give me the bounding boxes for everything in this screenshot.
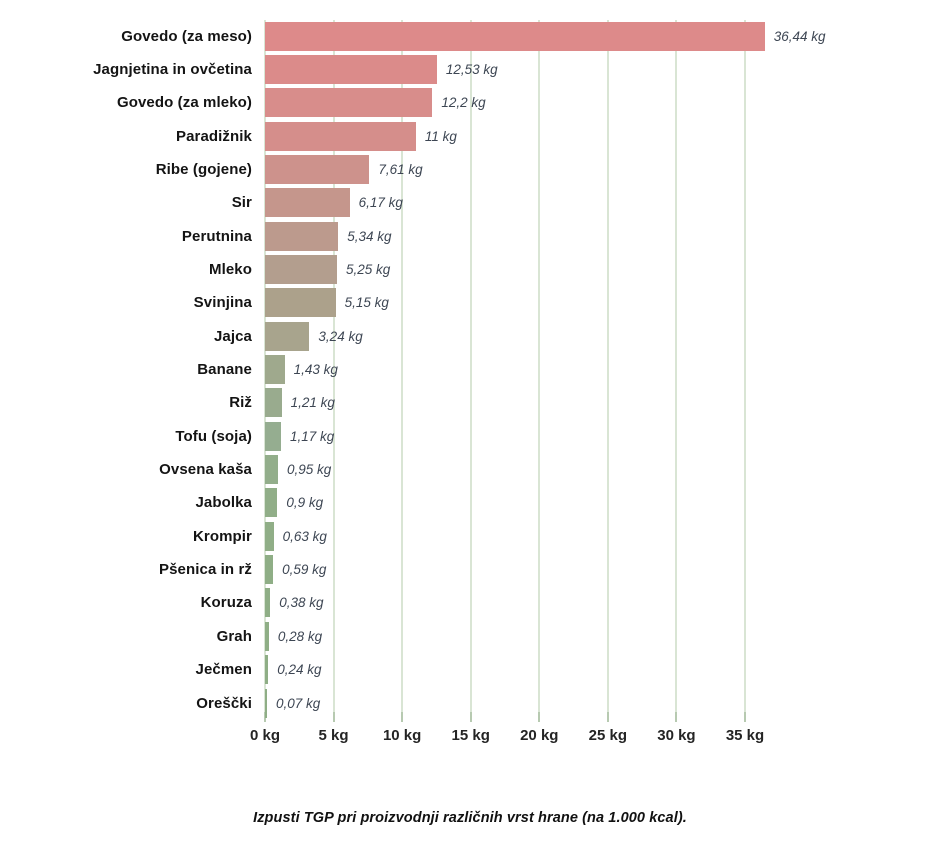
bar: [265, 521, 274, 551]
category-label: Govedo (za mleko): [116, 94, 252, 112]
bar: [265, 54, 437, 84]
value-label: 0,28 kg: [277, 628, 323, 644]
bar: [265, 288, 336, 318]
x-axis-tick-label: 5 kg: [318, 727, 349, 744]
bar: [265, 21, 765, 51]
value-label: 0,38 kg: [279, 595, 324, 611]
gridline-20kg: [538, 20, 541, 722]
category-label: Grah: [216, 627, 252, 645]
value-label: 5,25 kg: [346, 261, 391, 277]
bar: [265, 455, 279, 485]
category-label: Tofu (soja): [175, 427, 252, 445]
value-label: 0,07 kg: [276, 695, 321, 711]
category-label: Svinjina: [193, 294, 252, 312]
category-label: Ječmen: [195, 661, 252, 679]
x-axis-tick-label: 30 kg: [657, 727, 696, 744]
bar: [265, 188, 350, 218]
value-label: 5,34 kg: [347, 228, 392, 244]
gridline-35kg: [744, 20, 746, 722]
category-label: Jabolka: [195, 494, 252, 512]
bar-chart: Govedo (za meso) 36,44 kg Jagnjetina in ov…: [93, 20, 826, 744]
value-label: 0,24 kg: [277, 662, 322, 678]
value-label: 12,53 kg: [445, 61, 498, 77]
x-axis-tick-label: 15 kg: [451, 727, 490, 744]
bar: [265, 355, 285, 384]
category-label: Paradižnik: [175, 127, 252, 145]
category-label: Ovsena kaša: [159, 461, 252, 479]
bar: [265, 421, 282, 451]
axis-tick-5kg: [332, 712, 335, 722]
category-label: Koruza: [200, 594, 252, 612]
value-label: 7,61 kg: [378, 161, 423, 177]
category-label: Mleko: [208, 260, 252, 278]
category-label: Pšenica in rž: [158, 561, 252, 579]
axis-tick-15kg: [469, 712, 472, 722]
value-label: 3,24 kg: [318, 328, 363, 344]
axis-tick-10kg: [401, 712, 404, 722]
bar: [265, 154, 370, 184]
value-label: 0,95 kg: [287, 462, 332, 478]
x-axis-tick-label: 20 kg: [520, 727, 559, 744]
category-label: Ribe (gojene): [155, 160, 252, 178]
bar: [265, 688, 267, 718]
bar: [265, 121, 416, 151]
category-label: Govedo (za meso): [121, 27, 252, 45]
axis-tick-30kg: [675, 712, 678, 722]
axis-tick-25kg: [606, 712, 609, 722]
bar: [265, 88, 433, 118]
gridline-10kg: [401, 20, 404, 722]
value-label: 0,9 kg: [286, 495, 324, 511]
category-label: Perutnina: [181, 227, 252, 245]
bar: [265, 621, 269, 651]
bar: [265, 488, 278, 518]
gridline-5kg: [332, 20, 335, 722]
category-label: Oreščki: [196, 694, 252, 712]
gridline-30kg: [675, 20, 678, 722]
category-label: Sir: [231, 194, 252, 212]
category-label: Riž: [229, 394, 252, 412]
value-label: 1,21 kg: [290, 395, 335, 411]
value-label: 5,15 kg: [344, 295, 389, 311]
bar: [265, 221, 339, 251]
category-label: Jagnjetina in ovčetina: [93, 60, 252, 78]
x-axis-tick-label: 10 kg: [382, 727, 422, 744]
chart-caption: Izpusti TGP pri proizvodnji različnih vr…: [253, 810, 687, 826]
value-label: 12,2 kg: [441, 95, 486, 111]
category-label: Banane: [197, 361, 252, 378]
value-label: 11 kg: [424, 128, 457, 144]
x-axis-tick-label: 25 kg: [588, 727, 628, 744]
bar: [265, 321, 310, 351]
value-label: 36,44 kg: [773, 28, 826, 44]
gridline-15kg: [469, 20, 472, 722]
value-label: 1,43 kg: [293, 362, 338, 377]
value-label: 1,17 kg: [290, 428, 335, 444]
bar: [265, 588, 271, 618]
value-label: 0,59 kg: [282, 562, 327, 578]
bar: [265, 254, 337, 284]
bar: [265, 555, 274, 585]
axis-tick-35kg: [744, 712, 746, 722]
value-label: 0,63 kg: [282, 528, 327, 544]
gridline-25kg: [606, 20, 609, 722]
axis-tick-20kg: [538, 712, 541, 722]
x-axis-tick-label: 0 kg: [249, 727, 280, 744]
value-label: 6,17 kg: [358, 195, 403, 211]
category-label: Jajca: [213, 327, 252, 345]
x-axis-tick-label: 35 kg: [725, 727, 765, 744]
category-label: Krompir: [192, 527, 252, 545]
bar: [265, 655, 269, 685]
bar: [265, 388, 282, 418]
